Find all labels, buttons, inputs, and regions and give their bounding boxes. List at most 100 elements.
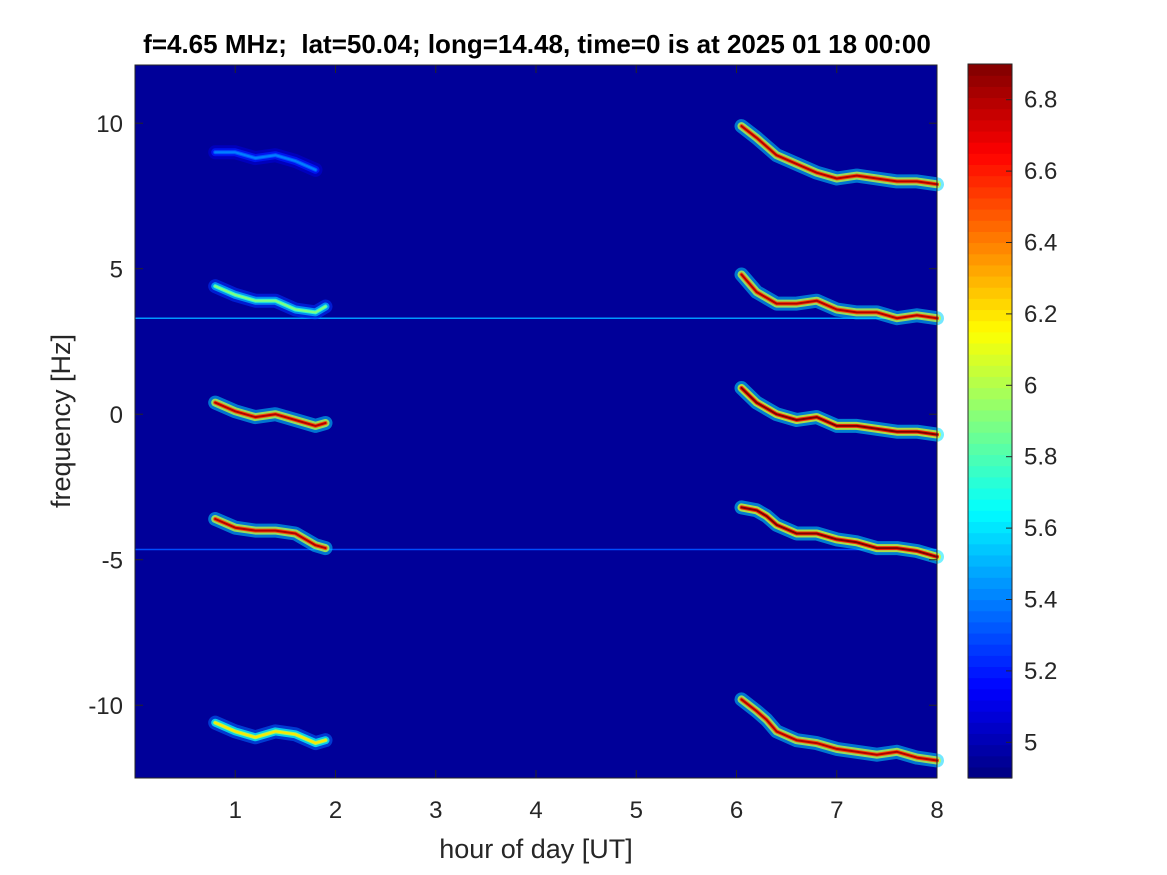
colorbar-tick-label: 6 (1024, 372, 1037, 399)
trace (734, 692, 944, 768)
trace-line (740, 125, 938, 186)
trace-line (214, 401, 327, 427)
trace-line (740, 387, 938, 436)
colorbar-band (968, 632, 1012, 645)
colorbar-tick-label: 6.8 (1024, 87, 1057, 114)
y-tick-label: 5 (110, 257, 123, 284)
colorbar-band (968, 766, 1012, 779)
colorbar-tick-label: 5 (1024, 729, 1037, 756)
traces-group (208, 119, 944, 768)
trace-line (214, 285, 327, 314)
colorbar-band (968, 398, 1012, 411)
colorbar: 5 5.2 5.4 5.6 5.8 6 6.2 6.4 6.6 6.8 (967, 63, 1057, 779)
chart-title: f=4.65 MHz; lat=50.04; long=14.48, time=… (143, 29, 931, 59)
trace-line (740, 506, 938, 558)
colorbar-band (968, 376, 1012, 389)
colorbar-tick-label: 5.8 (1024, 444, 1057, 471)
colorbar-band (968, 699, 1012, 712)
colorbar-band (968, 454, 1012, 467)
x-tick-label: 5 (630, 797, 643, 824)
colorbar-ticks: 5 5.2 5.4 5.6 5.8 6 6.2 6.4 6.6 6.8 (1006, 87, 1057, 756)
colorbar-band (968, 755, 1012, 768)
trace-line (740, 273, 938, 320)
trace (208, 395, 333, 433)
plot-area (134, 64, 944, 779)
colorbar-band (968, 253, 1012, 266)
colorbar-band (968, 342, 1012, 355)
horizontal-lines-group (135, 317, 937, 551)
colorbar-band (968, 331, 1012, 344)
colorbar-band (968, 186, 1012, 199)
x-axis-label: hour of day [UT] (439, 834, 633, 864)
colorbar-band (968, 532, 1012, 545)
colorbar-band (968, 711, 1012, 723)
trace-line (740, 698, 938, 762)
x-tick-label: 1 (229, 797, 242, 824)
trace (208, 279, 333, 320)
trace (208, 715, 333, 751)
colorbar-band (968, 599, 1012, 612)
colorbar-band (968, 510, 1012, 523)
y-tick-label: -10 (88, 693, 123, 720)
colorbar-tick-label: 5.4 (1024, 587, 1057, 614)
colorbar-band (968, 231, 1012, 244)
y-axis-ticks: -10 -5 0 5 10 (88, 111, 937, 720)
colorbar-band (968, 432, 1012, 444)
colorbar-band (968, 409, 1012, 422)
colorbar-band (968, 644, 1012, 656)
colorbar-gradient (968, 64, 1012, 779)
y-tick-label: -5 (102, 548, 123, 575)
colorbar-band (968, 75, 1012, 87)
colorbar-band (968, 577, 1012, 589)
trace (208, 512, 333, 556)
trace-line (214, 721, 327, 745)
colorbar-band (968, 421, 1012, 433)
trace-line (214, 518, 327, 550)
colorbar-band (968, 588, 1012, 601)
colorbar-band (968, 264, 1012, 277)
x-axis-ticks: 1 2 3 4 5 6 7 8 (229, 65, 944, 824)
trace (734, 500, 944, 564)
colorbar-band (968, 521, 1012, 534)
colorbar-band (968, 476, 1012, 489)
x-tick-label: 8 (930, 797, 943, 824)
colorbar-band (968, 108, 1012, 121)
colorbar-band (968, 320, 1012, 333)
colorbar-band (968, 465, 1012, 478)
colorbar-band (968, 365, 1012, 377)
colorbar-band (968, 97, 1012, 110)
colorbar-band (968, 153, 1012, 166)
colorbar-band (968, 621, 1012, 634)
colorbar-band (968, 733, 1012, 746)
y-axis-label: frequency [Hz] (46, 334, 76, 508)
colorbar-band (968, 275, 1012, 288)
colorbar-band (968, 287, 1012, 299)
x-tick-label: 2 (329, 797, 342, 824)
colorbar-band (968, 309, 1012, 322)
colorbar-band (968, 209, 1012, 221)
y-tick-label: 10 (96, 111, 123, 138)
colorbar-band (968, 64, 1012, 76)
colorbar-band (968, 610, 1012, 623)
trace-line (214, 151, 317, 171)
colorbar-band (968, 666, 1012, 679)
colorbar-band (968, 197, 1012, 210)
y-tick-label: 0 (110, 402, 123, 429)
trace (208, 145, 323, 177)
colorbar-tick-label: 5.2 (1024, 658, 1057, 685)
colorbar-tick-label: 6.2 (1024, 301, 1057, 328)
x-tick-label: 6 (730, 797, 743, 824)
colorbar-band (968, 543, 1012, 556)
trace (734, 119, 944, 192)
colorbar-band (968, 387, 1012, 400)
colorbar-frame (967, 63, 1013, 779)
colorbar-band (968, 142, 1012, 154)
colorbar-band (968, 688, 1012, 701)
colorbar-band (968, 220, 1012, 232)
colorbar-band (968, 164, 1012, 177)
colorbar-band (968, 298, 1012, 311)
colorbar-tick-label: 5.6 (1024, 515, 1057, 542)
colorbar-band (968, 443, 1012, 456)
colorbar-band (968, 744, 1012, 757)
